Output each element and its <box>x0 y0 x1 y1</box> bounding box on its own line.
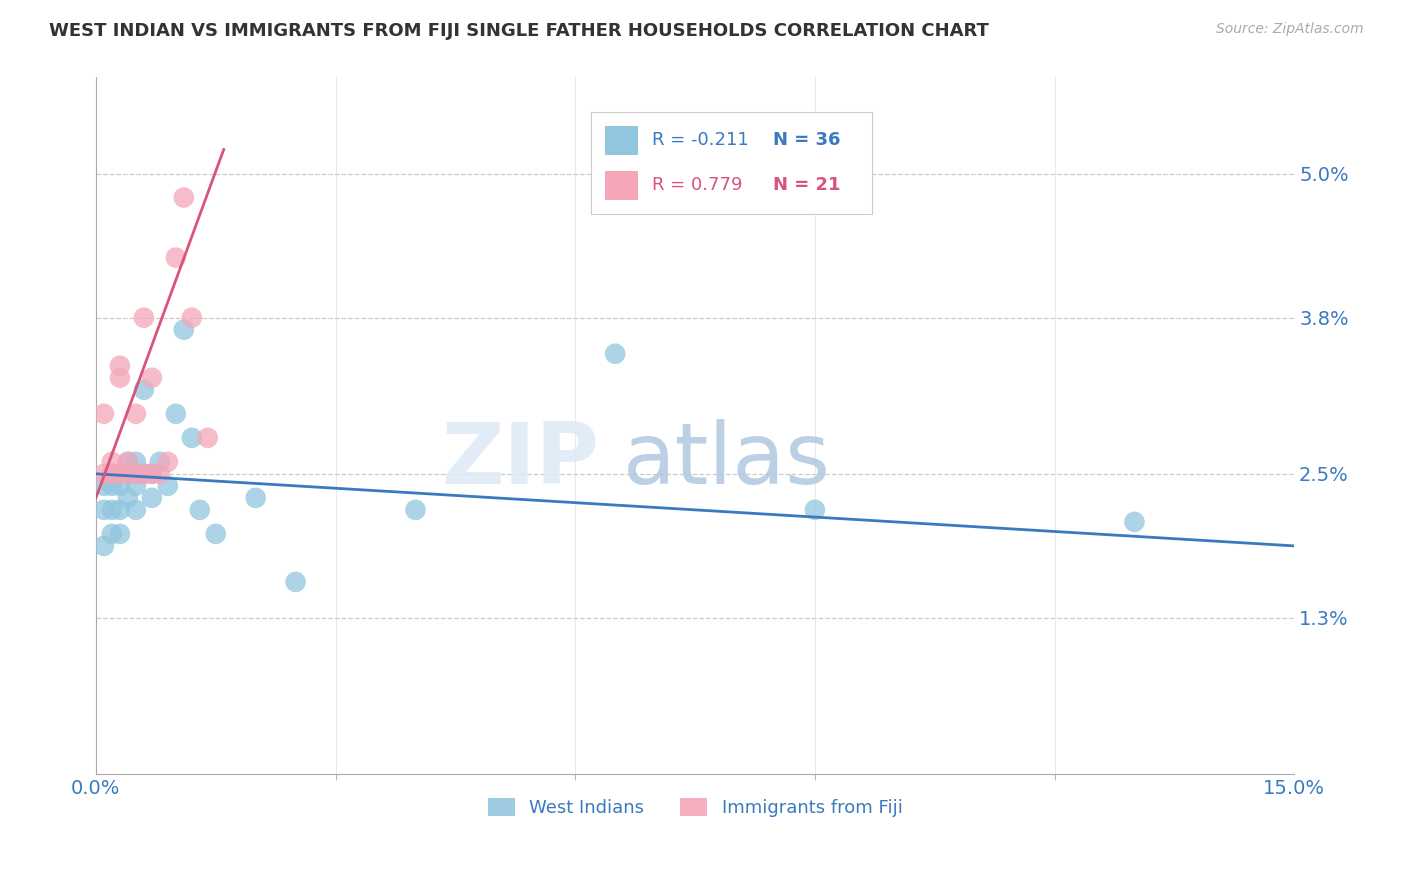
Point <box>132 383 155 397</box>
Text: atlas: atlas <box>623 419 831 502</box>
Point <box>141 467 163 481</box>
Point <box>108 479 131 493</box>
Legend: West Indians, Immigrants from Fiji: West Indians, Immigrants from Fiji <box>481 790 910 824</box>
Point <box>108 527 131 541</box>
Point <box>165 251 187 265</box>
Point <box>93 407 115 421</box>
Point <box>117 455 139 469</box>
Text: WEST INDIAN VS IMMIGRANTS FROM FIJI SINGLE FATHER HOUSEHOLDS CORRELATION CHART: WEST INDIAN VS IMMIGRANTS FROM FIJI SING… <box>49 22 988 40</box>
Point <box>149 455 172 469</box>
Point <box>108 503 131 517</box>
Point <box>108 467 131 481</box>
Point <box>125 479 148 493</box>
Point <box>125 455 148 469</box>
Point <box>117 455 139 469</box>
Point <box>93 467 115 481</box>
Point <box>101 467 124 481</box>
Point <box>132 467 155 481</box>
Point <box>245 491 267 505</box>
Point <box>93 479 115 493</box>
Point <box>605 347 627 361</box>
Text: R = -0.211: R = -0.211 <box>652 131 749 149</box>
Point <box>173 323 195 337</box>
Point <box>197 431 219 445</box>
Point <box>173 190 195 204</box>
Text: R = 0.779: R = 0.779 <box>652 177 742 194</box>
Point <box>108 359 131 373</box>
Point <box>156 479 179 493</box>
Point <box>141 467 163 481</box>
Point <box>284 574 307 589</box>
Point <box>125 467 148 481</box>
Point <box>117 491 139 505</box>
Point <box>108 370 131 384</box>
Point <box>117 467 139 481</box>
Point <box>93 539 115 553</box>
Point <box>125 467 148 481</box>
Point <box>156 455 179 469</box>
Point <box>141 370 163 384</box>
Text: N = 21: N = 21 <box>773 177 841 194</box>
Point <box>1123 515 1146 529</box>
Point <box>108 467 131 481</box>
Point <box>132 467 155 481</box>
Point <box>101 479 124 493</box>
Point <box>117 467 139 481</box>
Point <box>101 467 124 481</box>
Point <box>165 407 187 421</box>
Text: Source: ZipAtlas.com: Source: ZipAtlas.com <box>1216 22 1364 37</box>
Point <box>101 503 124 517</box>
Point <box>125 503 148 517</box>
FancyBboxPatch shape <box>605 126 638 154</box>
Point <box>180 431 202 445</box>
Point <box>132 310 155 325</box>
Point <box>141 491 163 505</box>
Point <box>125 407 148 421</box>
Point <box>180 310 202 325</box>
Text: ZIP: ZIP <box>441 419 599 502</box>
Point <box>804 503 827 517</box>
Point <box>149 467 172 481</box>
Point <box>188 503 211 517</box>
FancyBboxPatch shape <box>605 171 638 200</box>
Point <box>204 527 226 541</box>
Point <box>101 455 124 469</box>
Point <box>101 527 124 541</box>
Point <box>404 503 426 517</box>
Text: N = 36: N = 36 <box>773 131 841 149</box>
Point <box>108 467 131 481</box>
Point <box>93 503 115 517</box>
